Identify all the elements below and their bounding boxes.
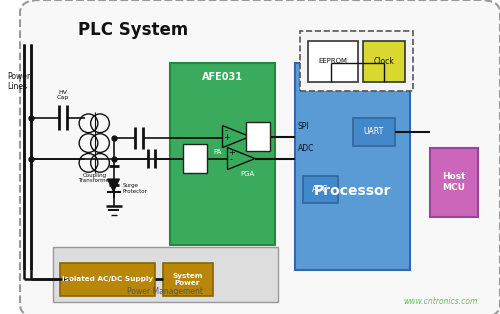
Text: Host
MCU: Host MCU (442, 172, 466, 192)
FancyBboxPatch shape (308, 41, 358, 82)
Text: Isolated AC/DC Supply: Isolated AC/DC Supply (62, 276, 153, 282)
Text: EEPROM: EEPROM (318, 58, 347, 64)
Text: Clock: Clock (374, 57, 394, 66)
Text: UART: UART (364, 127, 384, 136)
Text: +: + (223, 133, 230, 142)
Text: PLC System: PLC System (78, 21, 188, 39)
Text: -: - (230, 155, 233, 164)
FancyBboxPatch shape (52, 247, 278, 302)
Text: AFE031: AFE031 (202, 72, 243, 82)
Text: -: - (225, 126, 228, 135)
Text: Surge
Protector: Surge Protector (122, 183, 148, 194)
FancyBboxPatch shape (430, 148, 478, 217)
FancyBboxPatch shape (295, 63, 410, 270)
FancyBboxPatch shape (352, 118, 395, 146)
Text: ADC: ADC (312, 185, 328, 194)
Polygon shape (108, 179, 120, 192)
Text: PA: PA (214, 149, 222, 155)
Text: Processor: Processor (314, 184, 391, 198)
FancyBboxPatch shape (246, 122, 270, 151)
Text: ADC: ADC (298, 144, 314, 153)
Text: HV
Cap: HV Cap (56, 90, 68, 100)
Text: Power
Lines: Power Lines (8, 72, 30, 91)
Text: SPI: SPI (298, 122, 309, 131)
FancyBboxPatch shape (182, 144, 206, 173)
FancyBboxPatch shape (60, 263, 155, 296)
Text: PGA: PGA (240, 171, 254, 177)
Text: www.cntronics.com: www.cntronics.com (403, 297, 477, 306)
FancyBboxPatch shape (162, 263, 212, 296)
Text: Coupling
Transformer: Coupling Transformer (78, 173, 112, 183)
FancyBboxPatch shape (170, 63, 275, 245)
FancyBboxPatch shape (302, 176, 338, 203)
Text: System
Power: System Power (172, 273, 203, 286)
FancyBboxPatch shape (362, 41, 405, 82)
Text: Power Management: Power Management (127, 287, 203, 296)
Text: +: + (228, 148, 235, 157)
FancyBboxPatch shape (300, 31, 412, 91)
FancyBboxPatch shape (20, 0, 500, 314)
